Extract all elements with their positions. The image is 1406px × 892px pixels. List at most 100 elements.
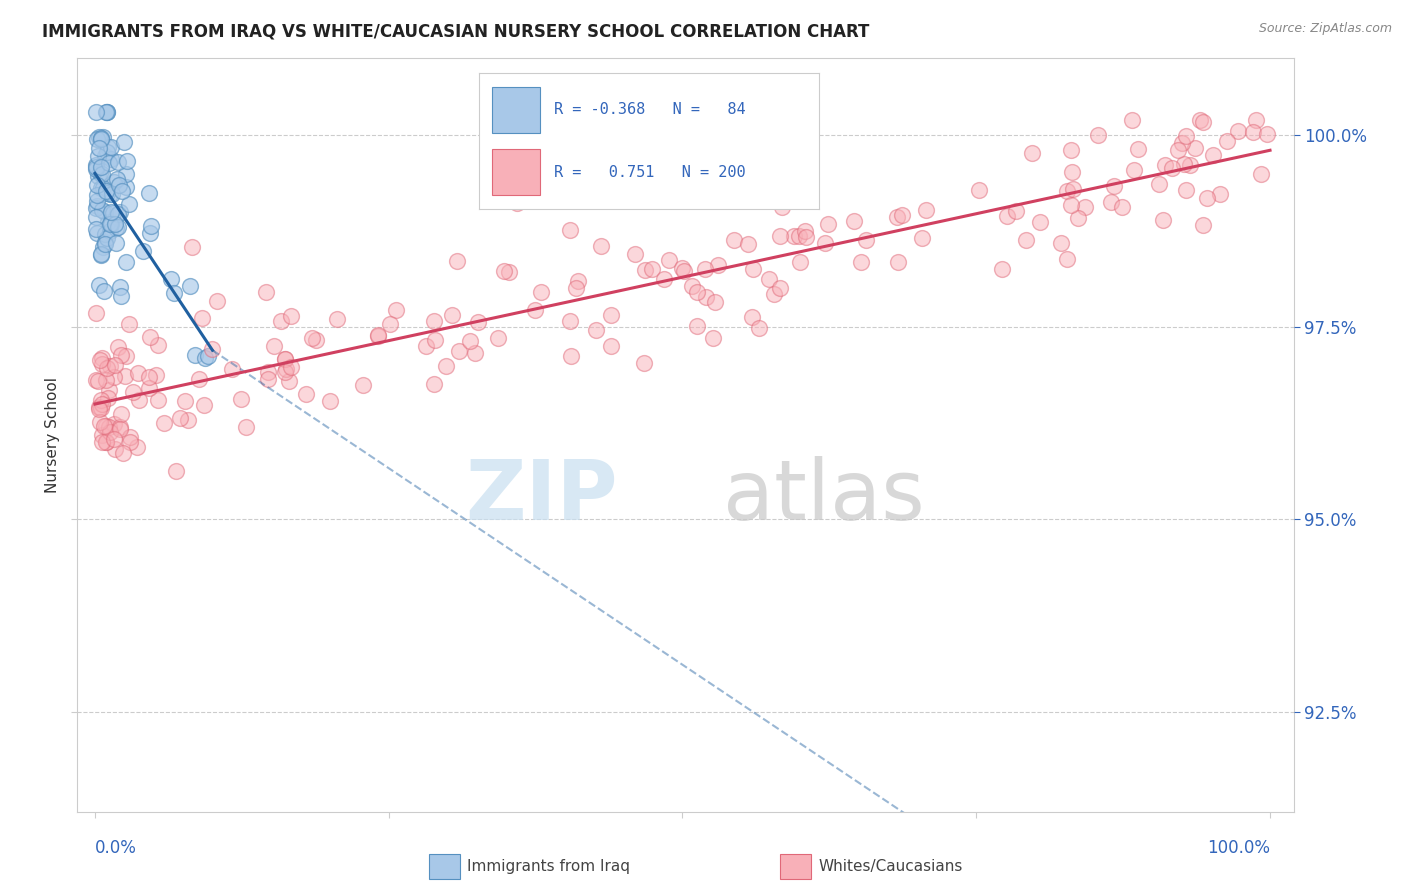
- Point: [125, 440, 148, 454]
- Point: [87, 169, 110, 183]
- Point: [1180, 157, 1202, 171]
- Point: [434, 359, 457, 374]
- Point: [1060, 143, 1083, 157]
- Point: [93, 237, 115, 252]
- Point: [115, 180, 138, 194]
- Point: [84, 306, 107, 320]
- Point: [94, 434, 117, 449]
- Point: [96, 361, 118, 376]
- Point: [194, 351, 217, 365]
- Point: [1195, 190, 1218, 204]
- Point: [96, 373, 118, 387]
- Point: [90, 401, 112, 415]
- Point: [1102, 178, 1125, 193]
- Point: [995, 209, 1018, 223]
- Point: [1087, 128, 1109, 142]
- Point: [110, 348, 132, 362]
- Point: [1060, 165, 1083, 179]
- Text: IMMIGRANTS FROM IRAQ VS WHITE/CAUCASIAN NURSERY SCHOOL CORRELATION CHART: IMMIGRANTS FROM IRAQ VS WHITE/CAUCASIAN …: [42, 22, 869, 40]
- Point: [201, 343, 224, 357]
- Point: [681, 279, 703, 293]
- Point: [783, 228, 806, 243]
- Point: [87, 149, 110, 163]
- Point: [139, 219, 162, 234]
- Point: [672, 263, 695, 277]
- Point: [1099, 194, 1122, 209]
- Point: [122, 384, 145, 399]
- Point: [280, 359, 302, 374]
- Point: [273, 365, 295, 379]
- Point: [91, 167, 114, 181]
- Point: [94, 204, 117, 219]
- Point: [98, 187, 121, 202]
- Point: [769, 281, 792, 295]
- Point: [104, 235, 127, 250]
- Point: [706, 258, 728, 272]
- Point: [1244, 112, 1267, 127]
- Point: [817, 217, 839, 231]
- Point: [600, 308, 623, 322]
- Point: [90, 351, 112, 365]
- Point: [98, 425, 121, 440]
- Point: [184, 348, 207, 362]
- Point: [1209, 187, 1232, 202]
- Point: [1050, 236, 1073, 251]
- Point: [671, 260, 693, 275]
- Point: [105, 172, 128, 186]
- Point: [205, 294, 228, 309]
- Point: [96, 186, 118, 201]
- Text: Immigrants from Iraq: Immigrants from Iraq: [467, 859, 630, 873]
- Point: [104, 358, 127, 372]
- Point: [160, 272, 183, 286]
- Point: [624, 247, 647, 261]
- Point: [1056, 184, 1078, 198]
- Point: [173, 394, 195, 409]
- Point: [138, 370, 160, 384]
- Point: [367, 329, 389, 343]
- Point: [1060, 197, 1083, 211]
- Point: [886, 210, 908, 224]
- Point: [1021, 145, 1043, 160]
- Point: [90, 160, 112, 174]
- Point: [703, 294, 725, 309]
- Point: [1067, 211, 1090, 225]
- Point: [115, 350, 138, 364]
- Point: [254, 285, 277, 299]
- Point: [1171, 136, 1194, 151]
- Point: [567, 274, 589, 288]
- Point: [367, 327, 389, 342]
- Text: Source: ZipAtlas.com: Source: ZipAtlas.com: [1258, 22, 1392, 36]
- Point: [89, 353, 111, 368]
- Text: 100.0%: 100.0%: [1206, 838, 1270, 856]
- Point: [97, 214, 120, 228]
- Point: [640, 262, 662, 277]
- Point: [1227, 124, 1250, 138]
- Point: [110, 289, 132, 303]
- Point: [86, 187, 108, 202]
- Point: [90, 181, 112, 195]
- Point: [449, 343, 471, 358]
- Point: [280, 309, 302, 323]
- Point: [90, 434, 112, 449]
- Point: [98, 420, 121, 434]
- Point: [352, 377, 374, 392]
- Point: [849, 255, 872, 269]
- Point: [108, 205, 131, 219]
- Point: [107, 155, 129, 169]
- Point: [1192, 115, 1215, 129]
- Point: [169, 410, 191, 425]
- Point: [98, 383, 121, 397]
- Point: [990, 262, 1012, 277]
- Point: [890, 208, 912, 222]
- Point: [693, 262, 716, 277]
- Point: [128, 392, 150, 407]
- Point: [179, 279, 201, 293]
- Point: [486, 331, 509, 345]
- Point: [84, 210, 107, 224]
- Point: [1167, 144, 1189, 158]
- Point: [152, 416, 174, 430]
- Point: [87, 400, 110, 414]
- Point: [585, 323, 607, 337]
- Point: [770, 201, 793, 215]
- Point: [107, 219, 129, 234]
